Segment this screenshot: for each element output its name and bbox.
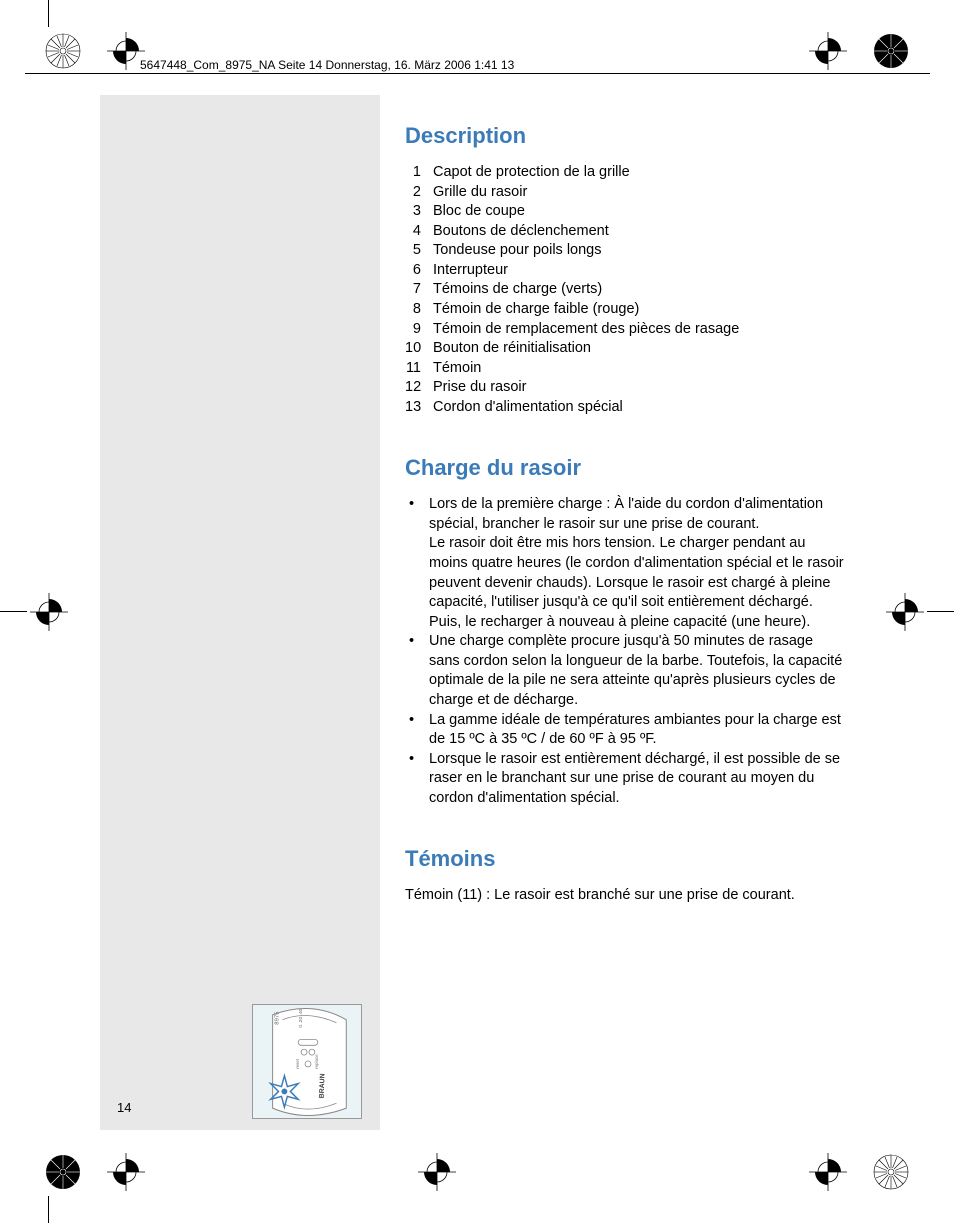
crosshair-icon [107,1153,145,1191]
svg-text:replace: replace [314,1054,319,1069]
list-item: 1Capot de protection de la grille [405,163,845,183]
list-item: 7Témoins de charge (verts) [405,280,845,300]
crosshair-icon [418,1153,456,1191]
crop-line [0,611,27,612]
registration-mark-icon [872,1153,910,1191]
page-number: 14 [117,1100,131,1115]
crosshair-icon [809,1153,847,1191]
crosshair-icon [886,593,924,631]
list-item: 11Témoin [405,359,845,379]
illus-model-label: 8975 [275,1011,281,1025]
crosshair-icon [107,32,145,70]
list-item: 12Prise du rasoir [405,378,845,398]
crosshair-icon [30,593,68,631]
crop-line [927,611,954,612]
list-item: 4Boutons de déclenchement [405,222,845,242]
list-item: 6Interrupteur [405,261,845,281]
heading-description: Description [405,123,845,149]
list-item: 9Témoin de remplacement des pièces de ra… [405,320,845,340]
list-item: 13Cordon d'alimentation spécial [405,398,845,418]
crop-line [48,0,49,27]
bullet-item: • Une charge complète procure jusqu'à 50… [409,632,845,710]
bullet-item: • Lors de la première charge : À l'aide … [409,495,845,632]
bullet-item: • Lorsque le rasoir est entièrement déch… [409,750,845,809]
heading-charge: Charge du rasoir [405,455,845,481]
print-job-header: 5647448_Com_8975_NA Seite 14 Donnerstag,… [140,58,514,72]
list-item: 3Bloc de coupe [405,202,845,222]
product-illustration: 8975 0..20..40 BRAUN reset replace [252,1004,362,1119]
list-item: 2Grille du rasoir [405,183,845,203]
svg-text:BRAUN: BRAUN [319,1073,327,1098]
svg-text:reset: reset [295,1058,300,1069]
list-item: 10Bouton de réinitialisation [405,339,845,359]
main-content: Description 1Capot de protection de la g… [380,95,855,906]
list-item: 5Tondeuse pour poils longs [405,241,845,261]
list-item: 8Témoin de charge faible (rouge) [405,300,845,320]
registration-mark-icon [44,1153,82,1191]
crop-line [48,1196,49,1223]
svg-text:0..20..40: 0..20..40 [298,1008,304,1027]
registration-mark-icon [872,32,910,70]
crosshair-icon [809,32,847,70]
header-rule [25,73,930,74]
temoins-body: Témoin (11) : Le rasoir est branché sur … [405,886,845,906]
bullet-item: • La gamme idéale de températures ambian… [409,711,845,750]
heading-temoins: Témoins [405,846,845,872]
registration-mark-icon [44,32,82,70]
charge-list: • Lors de la première charge : À l'aide … [405,495,845,808]
sidebar-block [100,95,380,1130]
description-list: 1Capot de protection de la grille 2Grill… [405,163,845,417]
